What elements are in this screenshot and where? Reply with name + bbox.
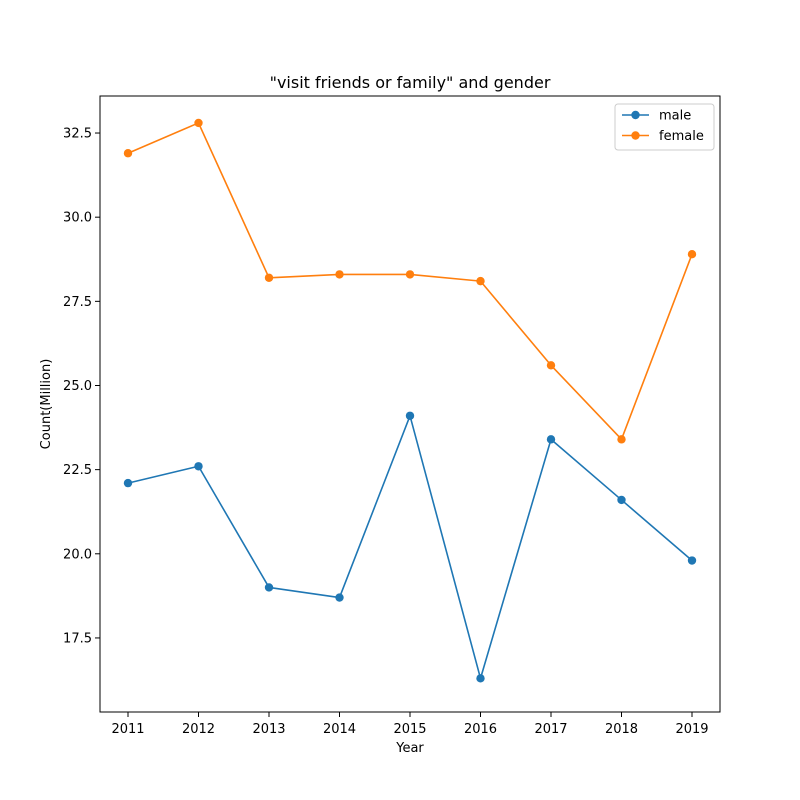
data-point-male xyxy=(687,556,697,565)
legend-item-male: male xyxy=(622,109,691,124)
chart-title: "visit friends or family" and gender xyxy=(270,73,551,92)
series-female xyxy=(123,118,697,444)
x-tick-label: 2015 xyxy=(393,722,426,737)
data-point-female xyxy=(476,276,485,286)
y-tick-label: 17.5 xyxy=(63,631,92,646)
y-tick-label: 25.0 xyxy=(63,379,92,394)
data-point-female xyxy=(405,270,415,279)
x-tick-label: 2011 xyxy=(111,722,144,737)
y-tick-label: 32.5 xyxy=(63,127,92,142)
legend-label: female xyxy=(659,129,704,144)
x-tick-label: 2019 xyxy=(675,722,708,737)
x-tick-label: 2017 xyxy=(534,722,567,737)
series-line-female xyxy=(127,122,693,441)
data-point-female xyxy=(617,435,626,444)
data-point-female xyxy=(194,118,203,128)
data-point-female xyxy=(335,270,344,279)
x-tick-label: 2012 xyxy=(182,722,215,737)
data-point-male xyxy=(264,583,274,592)
data-point-male xyxy=(335,593,344,602)
data-point-male xyxy=(405,411,415,420)
x-tick-label: 2018 xyxy=(605,722,638,737)
y-tick-label: 27.5 xyxy=(63,295,92,310)
x-axis-label: Year xyxy=(395,741,424,756)
legend-marker xyxy=(631,131,640,140)
series-male xyxy=(123,411,697,683)
y-tick-label: 20.0 xyxy=(63,547,92,562)
x-axis-ticks: 2011 2012 2013 2014 2015 2016 2017 2018 2019 xyxy=(111,712,709,737)
legend-marker xyxy=(631,110,640,120)
series-layer xyxy=(123,118,697,683)
x-tick-label: 2014 xyxy=(323,722,356,737)
data-point-male xyxy=(546,435,556,444)
y-axis-label: Count(Million) xyxy=(39,359,54,450)
data-point-male xyxy=(194,462,203,471)
data-point-female xyxy=(546,361,556,370)
data-point-male xyxy=(617,495,626,505)
y-tick-label: 30.0 xyxy=(63,211,92,226)
data-point-female xyxy=(687,250,697,259)
data-point-male xyxy=(123,478,133,488)
legend: male female xyxy=(614,103,715,151)
series-line-male xyxy=(127,414,693,680)
legend-item-female: female xyxy=(622,129,704,144)
x-tick-label: 2013 xyxy=(252,722,285,737)
data-point-male xyxy=(476,674,485,683)
legend-label: male xyxy=(659,109,691,124)
data-point-female xyxy=(264,273,274,282)
y-axis-ticks: 17.5 20.0 22.5 25.0 27.5 30.0 32.5 xyxy=(63,127,100,646)
x-tick-label: 2016 xyxy=(464,722,497,737)
y-tick-label: 22.5 xyxy=(63,463,92,478)
data-point-female xyxy=(123,149,133,158)
plot-frame xyxy=(99,95,721,713)
